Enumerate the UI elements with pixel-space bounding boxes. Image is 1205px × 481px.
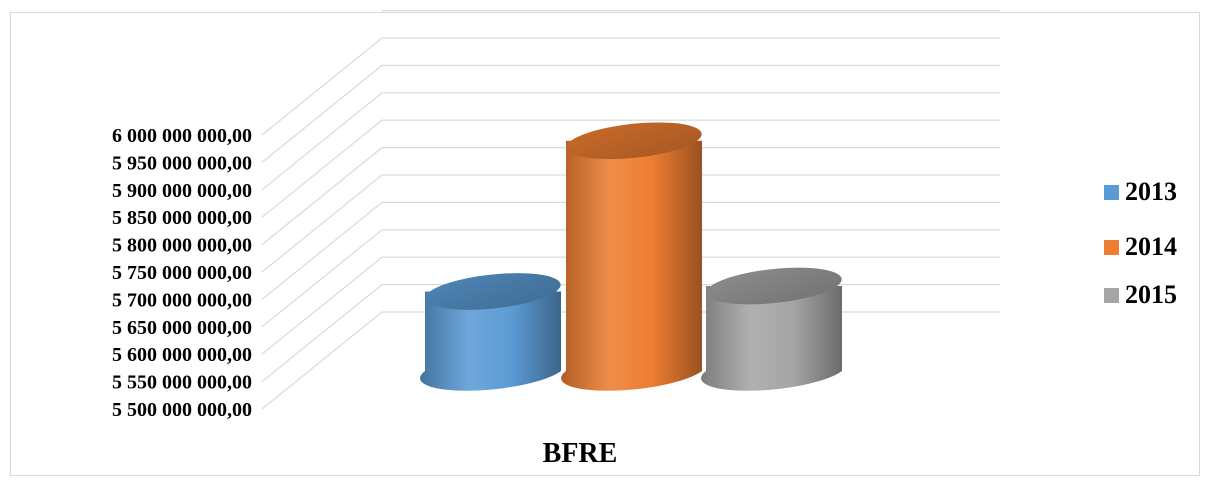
legend-label: 2015 [1125, 280, 1177, 309]
bar-2013 [420, 273, 561, 391]
y-tick-label: 5 650 000 000,00 [112, 317, 252, 339]
legend-swatch [1104, 185, 1119, 200]
legend-label: 2014 [1125, 232, 1177, 261]
y-tick-label: 5 500 000 000,00 [112, 399, 252, 421]
y-tick-label: 5 550 000 000,00 [112, 372, 252, 394]
y-tick-label: 5 750 000 000,00 [112, 262, 252, 284]
y-axis-ticks: 5 500 000 000,00 5 550 000 000,00 5 600 00… [112, 125, 252, 421]
legend-item-2015: 2015 [1104, 280, 1177, 309]
gridline [261, 201, 1000, 300]
legend-item-2014: 2014 [1104, 232, 1177, 261]
bar-2015 [701, 267, 842, 391]
y-tick-label: 5 900 000 000,00 [112, 180, 252, 202]
gridline [261, 174, 1000, 273]
legend-label: 2013 [1125, 177, 1177, 206]
y-tick-label: 5 800 000 000,00 [112, 235, 252, 257]
gridline [261, 92, 1000, 191]
gridline [261, 256, 1000, 355]
y-tick-label: 6 000 000 000,00 [112, 125, 252, 147]
legend: 2013 2014 2015 [1104, 177, 1177, 309]
y-tick-label: 5 950 000 000,00 [112, 152, 252, 174]
bar-2014 [561, 122, 702, 391]
gridline [261, 229, 1000, 328]
gridline [261, 37, 1000, 136]
y-tick-label: 5 850 000 000,00 [112, 207, 252, 229]
legend-item-2013: 2013 [1104, 177, 1177, 206]
legend-swatch [1104, 288, 1119, 303]
category-label: BFRE [543, 438, 618, 469]
gridline [261, 119, 1000, 218]
legend-swatch [1104, 240, 1119, 255]
y-tick-label: 5 600 000 000,00 [112, 344, 252, 366]
gridline [261, 64, 1000, 163]
bars [420, 122, 842, 391]
gridline [261, 147, 1000, 246]
y-tick-label: 5 700 000 000,00 [112, 289, 252, 311]
